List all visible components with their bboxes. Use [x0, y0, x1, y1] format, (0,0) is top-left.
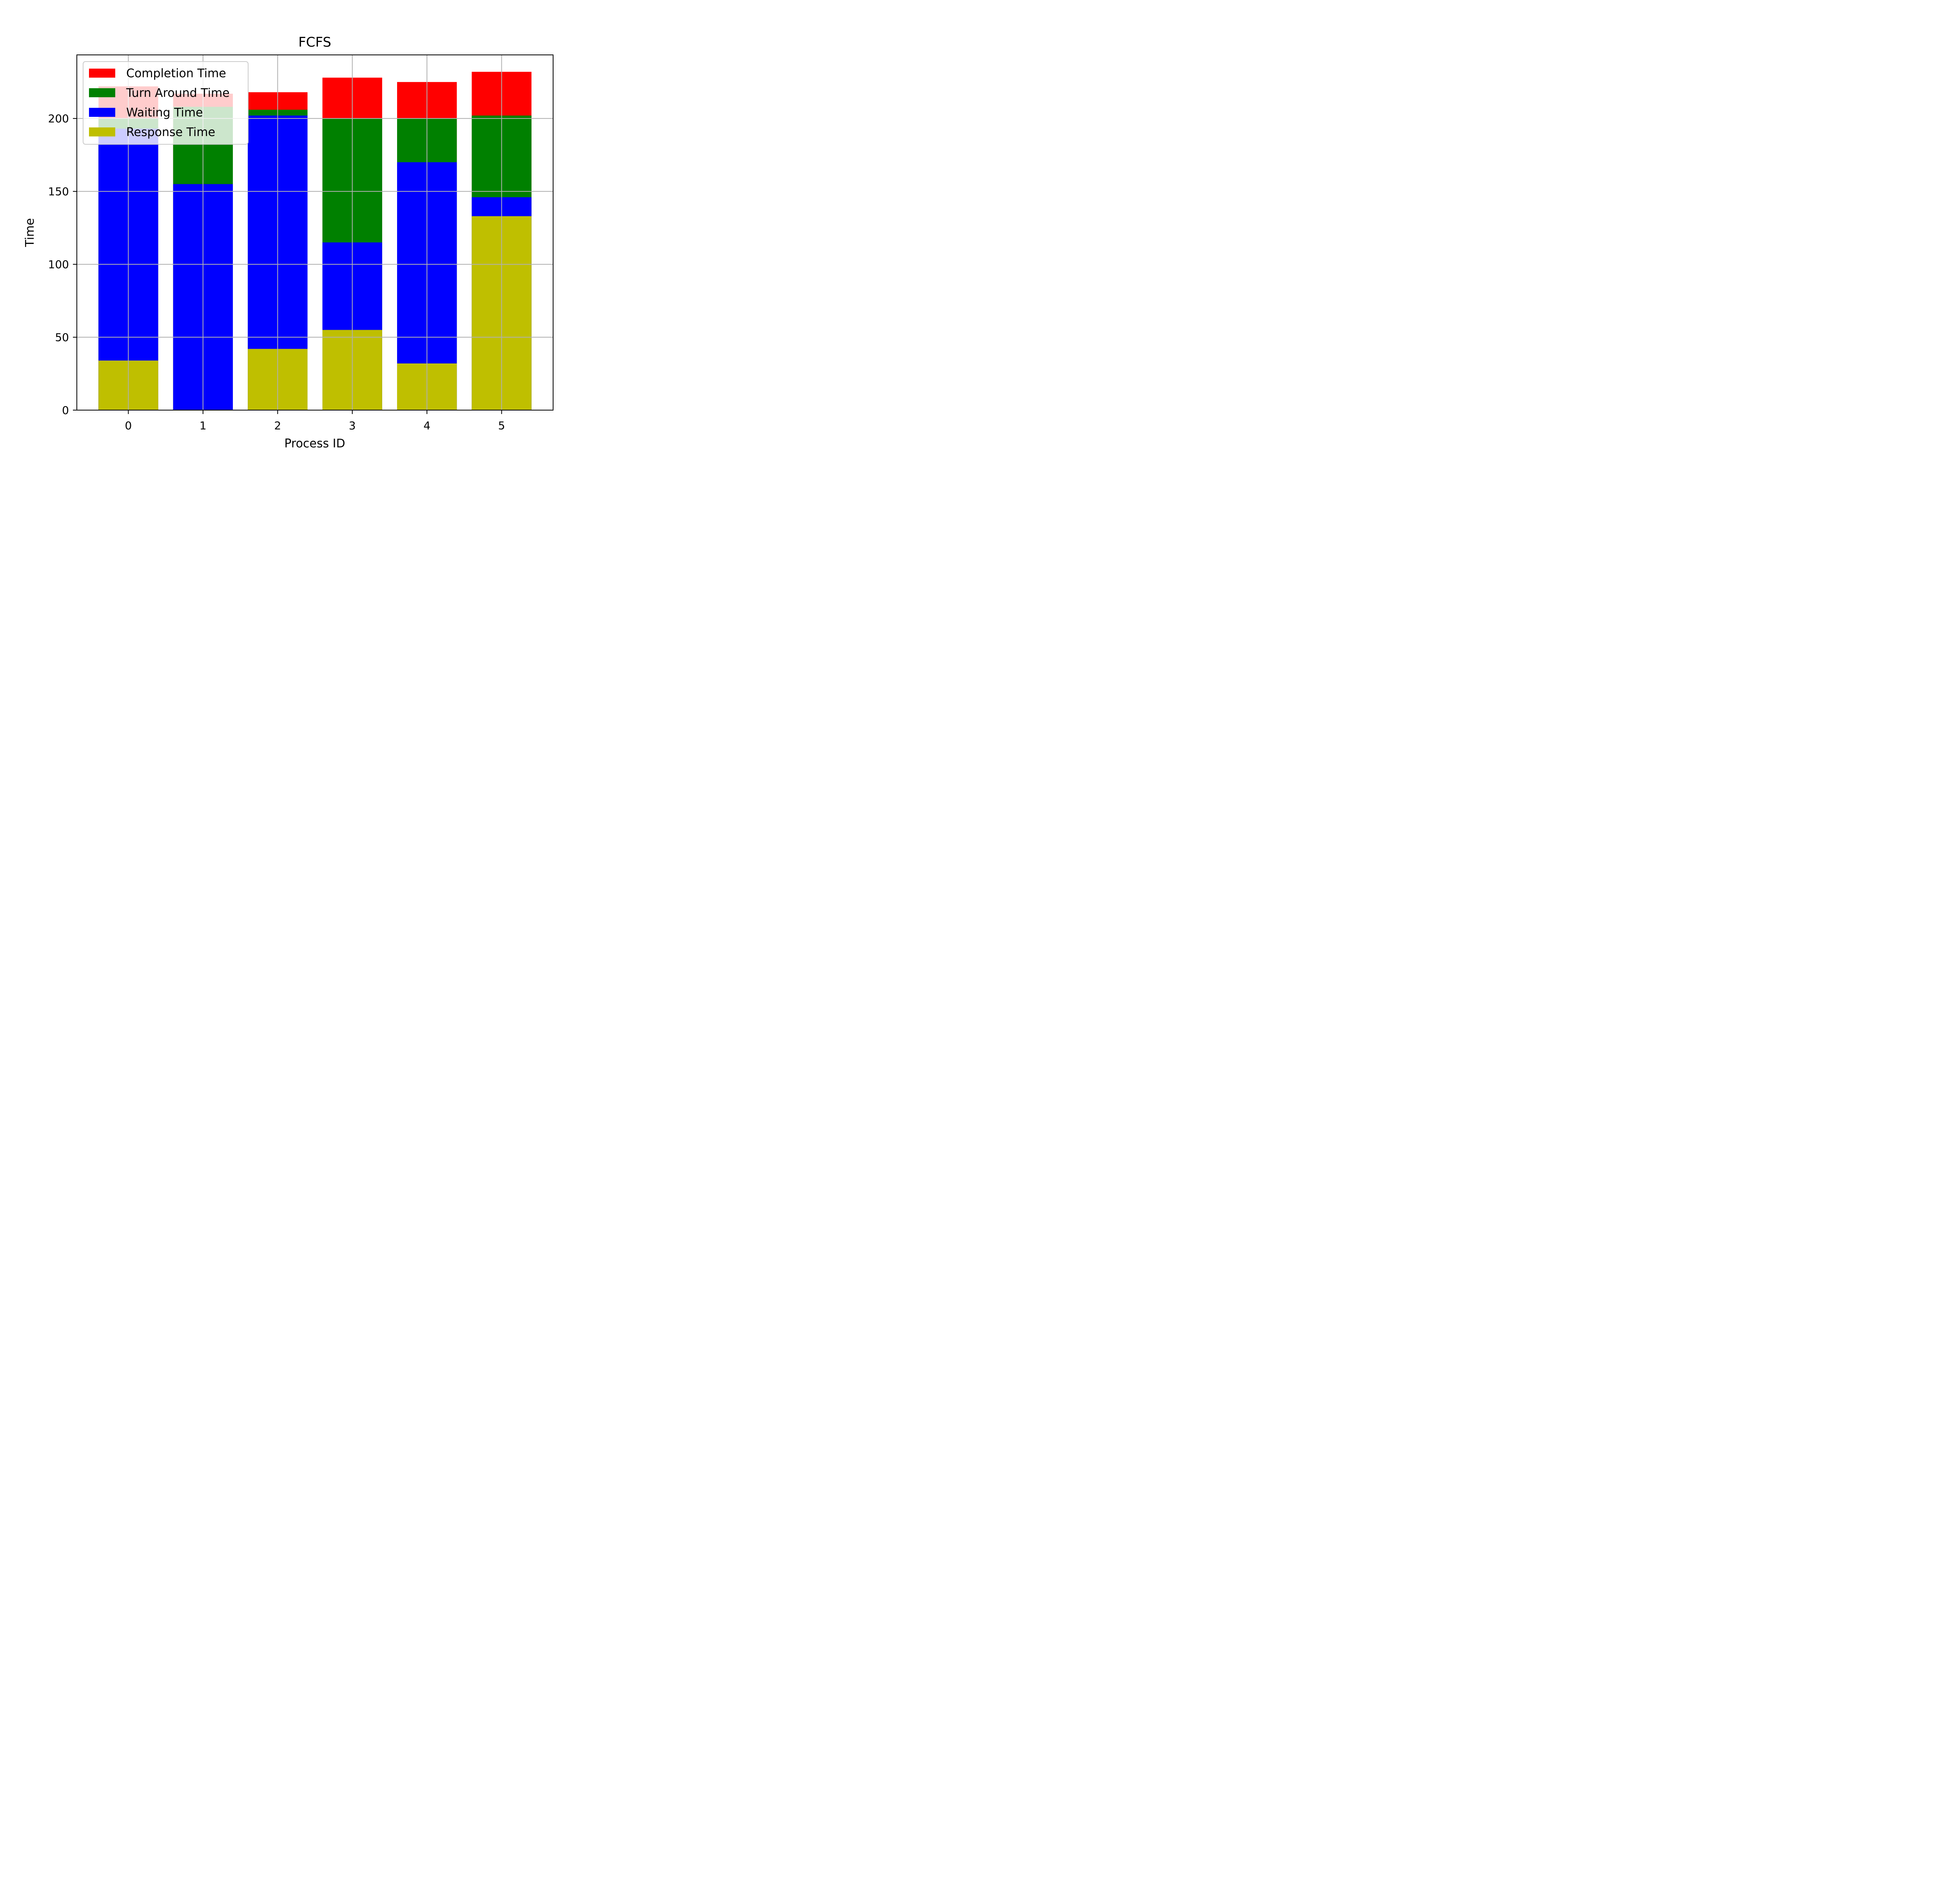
legend-swatch-response-time — [89, 127, 115, 136]
legend-label-turn-around-time: Turn Around Time — [126, 86, 230, 100]
legend-swatch-completion-time — [89, 69, 115, 78]
x-tick-label-1: 1 — [200, 419, 207, 432]
y-tick-label-50: 50 — [55, 331, 69, 344]
x-axis-label: Process ID — [284, 437, 345, 451]
x-tick-label-3: 3 — [349, 419, 356, 432]
x-tick-label-4: 4 — [423, 419, 430, 432]
x-tick-label-0: 0 — [125, 419, 132, 432]
legend-swatch-turn-around-time — [89, 88, 115, 97]
x-tick-label-2: 2 — [274, 419, 281, 432]
y-tick-label-200: 200 — [48, 112, 69, 125]
y-axis-label: Time — [23, 218, 37, 247]
y-tick-label-0: 0 — [62, 404, 69, 417]
plot-frame — [76, 54, 554, 411]
legend-label-waiting-time: Waiting Time — [126, 106, 203, 120]
chart-title: FCFS — [298, 35, 331, 50]
legend-label-response-time: Response Time — [126, 125, 215, 139]
y-tick-label-100: 100 — [48, 258, 69, 271]
legend: Completion Time Turn Around Time Waiting T… — [83, 61, 249, 145]
y-tick-label-150: 150 — [48, 185, 69, 198]
legend-box — [83, 61, 249, 145]
legend-swatch-waiting-time — [89, 108, 115, 117]
x-tick-label-5: 5 — [498, 419, 505, 432]
legend-label-completion-time: Completion Time — [126, 67, 226, 80]
